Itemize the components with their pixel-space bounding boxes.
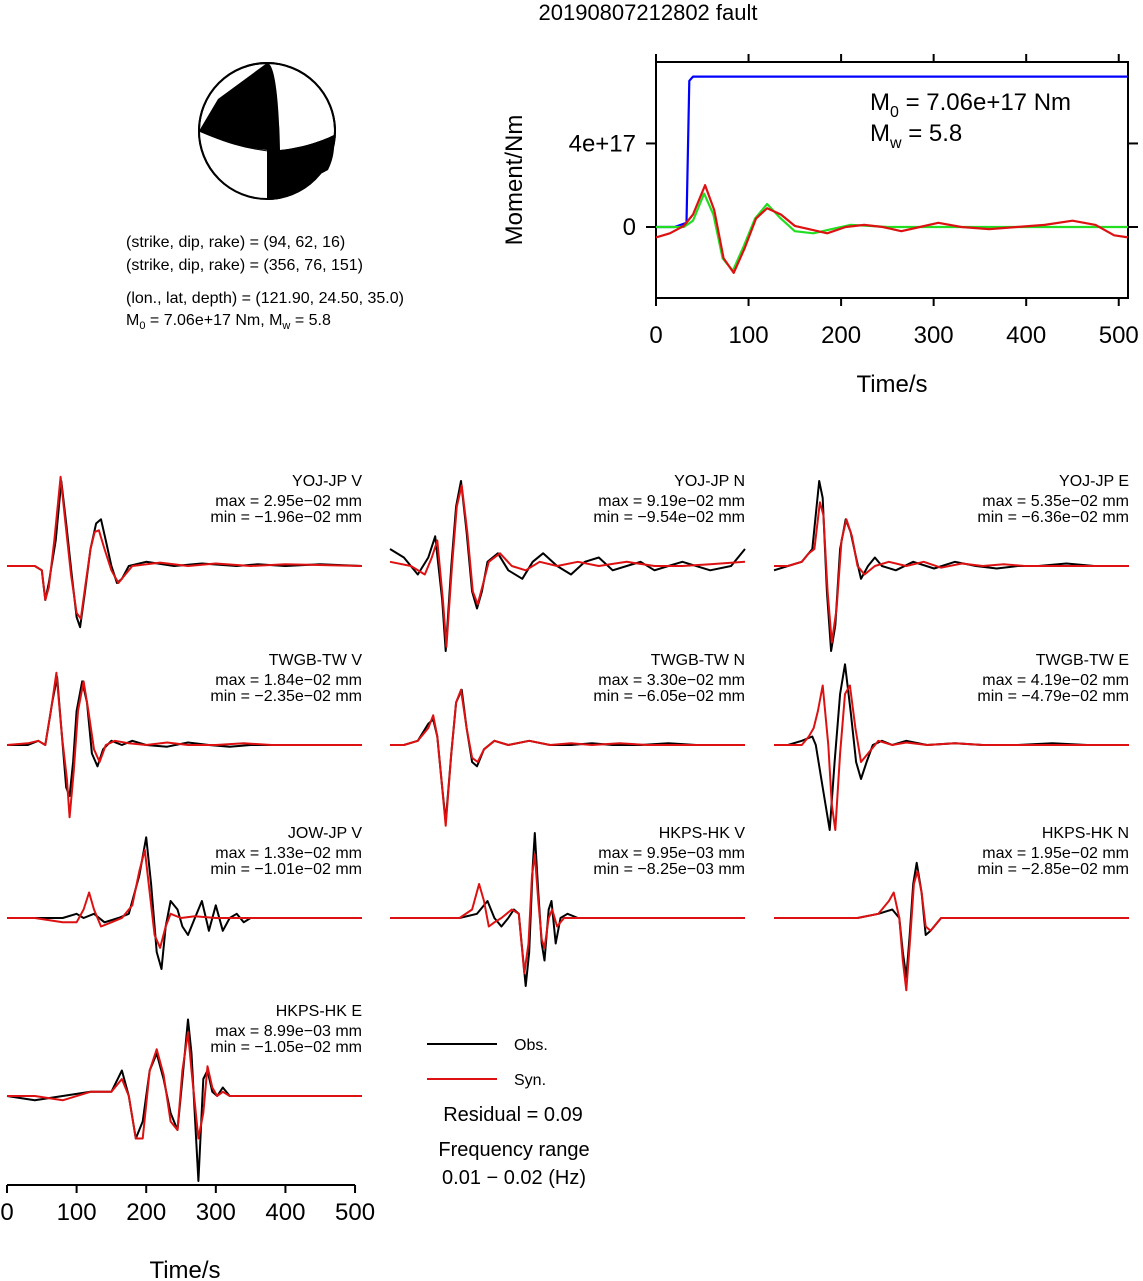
legend: Obs. Syn.	[427, 1037, 548, 1089]
waveform-xtick-label-4: 400	[265, 1199, 305, 1226]
moment-xtick-label-1: 100	[729, 322, 769, 349]
min-amplitude-label: min = −2.35e−02 mm	[210, 688, 362, 705]
observed-trace	[774, 861, 1129, 979]
synthetic-trace	[390, 688, 745, 827]
m0-annotation: M0 = 7.06e+17 Nm	[870, 89, 1071, 121]
synthetic-trace	[6, 671, 362, 819]
max-amplitude-label: max = 2.95e−02 mm	[215, 493, 362, 510]
mw-annotation: Mw = 5.8	[870, 120, 962, 152]
max-amplitude-label: max = 9.19e−02 mm	[598, 493, 745, 510]
max-amplitude-label: max = 1.84e−02 mm	[215, 672, 362, 689]
moment-ytick-label-0: 0	[623, 214, 636, 241]
moment-rate-fit-line	[656, 192, 1128, 272]
waveform-xtick-label-1: 100	[57, 1199, 97, 1226]
moment-xtick-label-3: 300	[914, 322, 954, 349]
min-amplitude-label: min = −8.25e−03 mm	[593, 861, 745, 878]
plane-2-text: (strike, dip, rake) = (356, 76, 151)	[126, 257, 363, 274]
figure-title: 20190807212802 fault	[539, 0, 758, 25]
waveform-xtick-label-2: 200	[126, 1199, 166, 1226]
location-text: (lon., lat, depth) = (121.90, 24.50, 35.…	[126, 290, 404, 307]
station-label: YOJ-JP E	[1059, 473, 1129, 490]
max-amplitude-label: max = 1.95e−02 mm	[982, 845, 1129, 862]
max-amplitude-label: max = 4.19e−02 mm	[982, 672, 1129, 689]
min-amplitude-label: min = −6.36e−02 mm	[977, 509, 1129, 526]
moment-plot-frame	[655, 61, 1129, 299]
moment-rate-data-line	[655, 184, 1129, 274]
moment-xtick-label-2: 200	[821, 322, 861, 349]
station-label: JOW-JP V	[288, 825, 362, 842]
min-amplitude-label: min = −1.01e−02 mm	[210, 861, 362, 878]
waveform-xtick-label-3: 300	[196, 1199, 236, 1226]
min-amplitude-label: min = −2.85e−02 mm	[977, 861, 1129, 878]
frequency-range-label: Frequency range	[438, 1139, 589, 1161]
max-amplitude-label: max = 5.35e−02 mm	[982, 493, 1129, 510]
station-label: YOJ-JP N	[674, 473, 745, 490]
observed-trace	[773, 480, 1129, 652]
synthetic-trace	[390, 853, 745, 975]
synthetic-trace	[7, 475, 363, 620]
waveform-xtick-label-0: 0	[0, 1199, 13, 1226]
max-amplitude-label: max = 8.99e−03 mm	[215, 1023, 362, 1040]
waveform-xtick-label-5: 500	[335, 1199, 375, 1226]
min-amplitude-label: min = −1.05e−02 mm	[210, 1039, 362, 1056]
legend-obs-label: Obs.	[514, 1037, 548, 1054]
station-label: HKPS-HK V	[659, 825, 746, 842]
moment-ylabel: Moment/Nm	[501, 115, 528, 246]
synthetic-trace	[774, 684, 1129, 831]
station-label: YOJ-JP V	[292, 473, 362, 490]
moment-summary-text: M0 = 7.06e+17 Nm, Mw = 5.8	[126, 312, 331, 332]
synthetic-trace	[7, 1031, 362, 1140]
synthetic-trace	[774, 870, 1129, 992]
moment-xtick-label-4: 400	[1006, 322, 1046, 349]
max-amplitude-label: max = 9.95e−03 mm	[598, 845, 745, 862]
moment-ytick-label-1: 4e+17	[569, 130, 636, 157]
min-amplitude-label: min = −9.54e−02 mm	[593, 509, 745, 526]
station-label: TWGB-TW V	[269, 652, 363, 669]
station-label: HKPS-HK N	[1042, 825, 1129, 842]
legend-syn-label: Syn.	[514, 1072, 546, 1089]
station-label: TWGB-TW N	[651, 652, 745, 669]
min-amplitude-label: min = −4.79e−02 mm	[977, 688, 1129, 705]
beachball	[198, 62, 336, 200]
synthetic-trace	[7, 849, 362, 949]
plane-1-text: (strike, dip, rake) = (94, 62, 16)	[126, 234, 345, 251]
synthetic-trace	[774, 501, 1129, 644]
station-label: HKPS-HK E	[276, 1003, 362, 1020]
waveform-xlabel: Time/s	[149, 1257, 220, 1281]
max-amplitude-label: max = 1.33e−02 mm	[215, 845, 362, 862]
station-label: TWGB-TW E	[1036, 652, 1129, 669]
max-amplitude-label: max = 3.30e−02 mm	[598, 672, 745, 689]
frequency-range-value: 0.01 − 0.02 (Hz)	[442, 1167, 586, 1189]
moment-xlabel: Time/s	[856, 371, 927, 398]
min-amplitude-label: min = −6.05e−02 mm	[593, 688, 745, 705]
waveform-time-axis: 0 100 200 300 400 500	[0, 1184, 375, 1226]
residual-text: Residual = 0.09	[443, 1104, 583, 1126]
moment-xtick-label-0: 0	[649, 322, 662, 349]
min-amplitude-label: min = −1.96e−02 mm	[210, 509, 362, 526]
moment-xtick-label-5: 500	[1099, 322, 1139, 349]
synthetic-trace	[389, 484, 746, 648]
